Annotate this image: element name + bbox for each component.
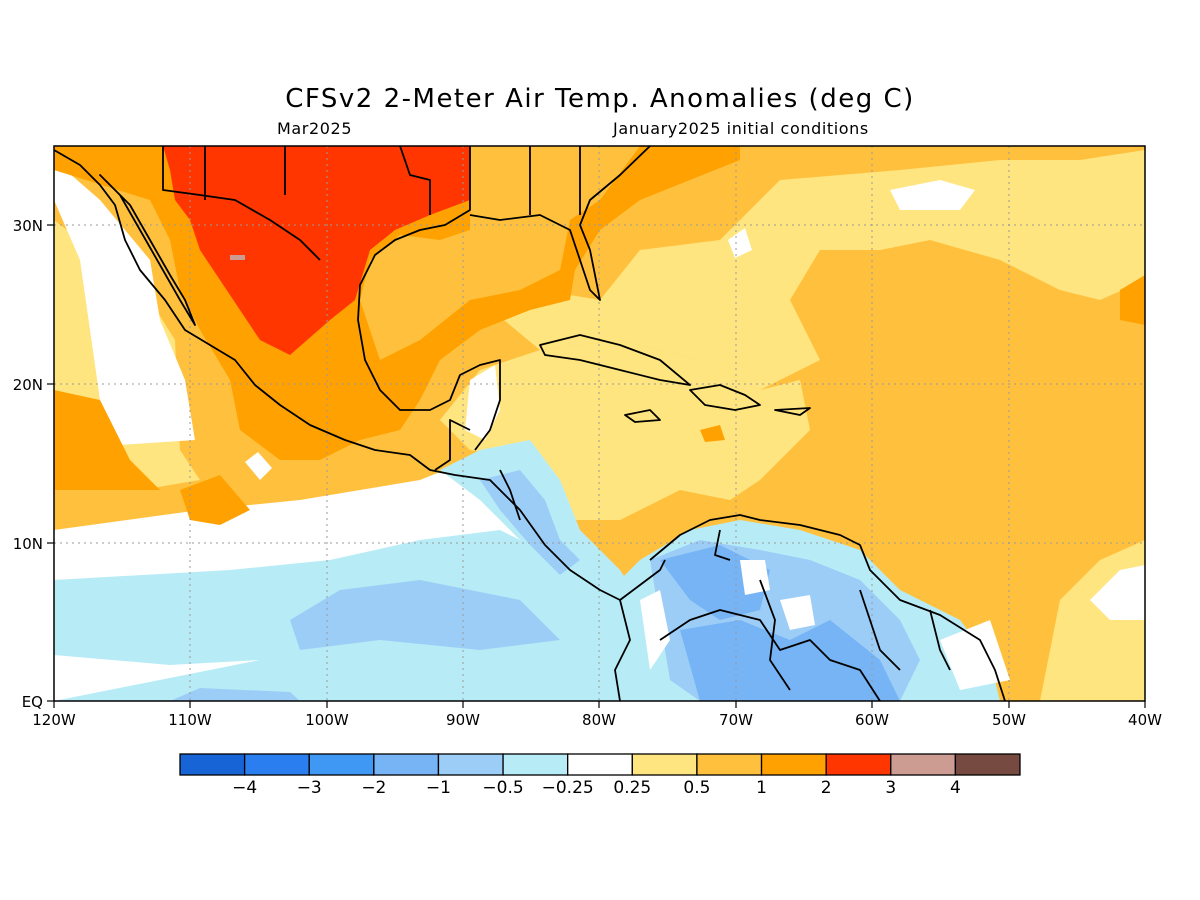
colorbar-label: 2: [821, 778, 832, 798]
colorbar-swatch: [890, 753, 957, 776]
tick-marks: [47, 224, 1146, 708]
colorbar-label: −1: [426, 778, 451, 798]
colorbar-swatch: [954, 753, 1021, 776]
pacific-warm-patch: [180, 475, 250, 525]
north-america-hot: [163, 146, 470, 355]
yucatan-neutral: [465, 365, 500, 440]
lon-tick-label: 120W: [32, 711, 76, 729]
colorbar: −4 −3 −2 −1 −0.5 −0.25 0.25 0.5 1 2 3 4: [179, 753, 1021, 798]
pacific-neutral-west: [54, 160, 195, 445]
lat-tick-labels: EQ 10N 20N 30N: [13, 217, 43, 711]
colorbar-label: −4: [232, 778, 257, 798]
lat-tick-label: 30N: [13, 217, 43, 235]
caribbean-warm-patch: [700, 425, 725, 442]
lon-tick-labels: 120W 110W 100W 90W 80W 70W 60W 50W 40W: [32, 711, 1162, 729]
lat-tick-label: EQ: [22, 693, 43, 711]
atlantic-neutral-small: [728, 228, 752, 258]
colorbar-swatch: [373, 753, 440, 776]
lat-tick-label: 10N: [13, 535, 43, 553]
lon-tick-label: 110W: [168, 711, 212, 729]
colorbar-swatch: [696, 753, 763, 776]
mexico-neutral-patch: [245, 452, 272, 480]
colorbar-label: 4: [950, 778, 961, 798]
colorbar-label: −0.25: [542, 778, 594, 798]
atlantic-warm-east: [1120, 275, 1145, 325]
texas-extreme-spot: [230, 255, 245, 260]
valid-month-label: Mar2025: [277, 119, 353, 138]
lon-tick-label: 70W: [719, 711, 753, 729]
south-america-neutral-patch: [780, 595, 815, 630]
atlantic-neutral-patch: [890, 180, 975, 210]
colorbar-label: −3: [297, 778, 322, 798]
guianas-neutral: [940, 620, 1010, 690]
pacific-cool-south: [170, 688, 300, 701]
colorbar-label: −2: [361, 778, 386, 798]
colorbar-label: 0.25: [613, 778, 651, 798]
anomaly-field: [54, 146, 1145, 701]
colombia-neutral-patch: [640, 590, 670, 670]
south-america-cool-core-south: [680, 620, 900, 701]
colorbar-swatch: [567, 753, 633, 776]
colorbar-swatch: [502, 753, 569, 776]
atlantic-east-neutral: [1090, 565, 1145, 620]
pacific-warm-west: [54, 390, 160, 490]
colorbar-label: 0.5: [683, 778, 710, 798]
colorbar-label: −0.5: [482, 778, 523, 798]
pacific-neutral-south: [54, 655, 260, 701]
colorbar-swatch: [760, 753, 827, 776]
lat-tick-label: 20N: [13, 376, 43, 394]
lon-tick-label: 100W: [305, 711, 349, 729]
lon-tick-label: 90W: [446, 711, 480, 729]
map-title: CFSv2 2-Meter Air Temp. Anomalies (deg C…: [285, 84, 915, 114]
colorbar-label: 1: [756, 778, 767, 798]
colorbar-label: 3: [885, 778, 896, 798]
south-america-neutral-small: [740, 560, 770, 595]
lon-tick-label: 60W: [855, 711, 889, 729]
coastlines: [54, 146, 1006, 701]
colorbar-swatch: [308, 753, 375, 776]
colorbar-swatch: [825, 753, 892, 776]
colorbar-swatch: [437, 753, 504, 776]
lon-tick-label: 40W: [1128, 711, 1162, 729]
lon-tick-label: 80W: [582, 711, 616, 729]
colorbar-swatch: [631, 753, 698, 776]
colorbar-swatch: [179, 753, 246, 776]
pacific-cool-core: [290, 580, 560, 650]
init-conditions-label: January2025 initial conditions: [613, 119, 869, 138]
lon-tick-label: 50W: [992, 711, 1026, 729]
atlantic-pale-region: [480, 150, 1145, 390]
gridlines: [54, 146, 1145, 701]
colorbar-swatch: [243, 753, 310, 776]
